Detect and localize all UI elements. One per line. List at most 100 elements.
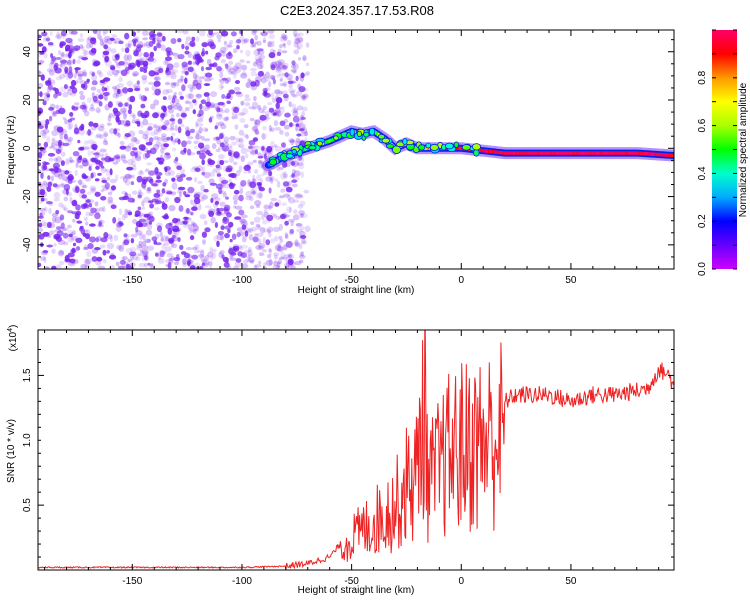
noise-point (115, 261, 120, 267)
noise-point (165, 88, 173, 94)
noise-point (254, 119, 261, 126)
noise-point (140, 121, 144, 128)
noise-point (198, 126, 203, 134)
noise-point (88, 203, 93, 208)
noise-point (149, 131, 156, 137)
noise-point (61, 176, 69, 182)
noise-point (258, 245, 264, 251)
noise-point (146, 44, 151, 48)
noise-point (149, 51, 155, 58)
noise-point (241, 70, 247, 77)
noise-point (81, 45, 85, 51)
noise-point (291, 160, 299, 167)
noise-point (47, 43, 55, 47)
noise-point (195, 93, 202, 99)
noise-point (112, 161, 119, 165)
noise-point (174, 221, 179, 228)
noise-point (153, 45, 157, 52)
noise-point (270, 140, 275, 148)
noise-point (88, 107, 96, 112)
noise-point (145, 58, 149, 62)
noise-point (292, 110, 299, 117)
noise-point (259, 114, 267, 121)
noise-point (277, 48, 282, 55)
spectrogram-plot-area (38, 30, 674, 269)
noise-point (252, 30, 258, 34)
noise-point (198, 203, 202, 211)
noise-point (111, 34, 118, 39)
noise-point (180, 168, 185, 174)
noise-point (208, 261, 213, 267)
noise-point (142, 118, 149, 126)
noise-point (185, 126, 190, 131)
noise-point (75, 210, 82, 216)
noise-point (192, 99, 197, 104)
noise-point (299, 252, 303, 257)
noise-point (282, 62, 289, 68)
noise-point (162, 89, 170, 95)
noise-point (298, 86, 306, 93)
noise-point (222, 117, 228, 122)
noise-point (199, 30, 206, 37)
noise-point (245, 134, 249, 140)
noise-point (115, 92, 123, 97)
noise-point (104, 55, 110, 63)
noise-point (220, 234, 224, 241)
noise-point (59, 63, 63, 68)
noise-point (278, 91, 284, 95)
noise-point (158, 254, 162, 261)
noise-point (278, 223, 283, 231)
noise-point (268, 40, 275, 44)
noise-point (298, 38, 303, 44)
noise-point (117, 133, 121, 138)
noise-point (161, 243, 166, 250)
noise-point (263, 204, 270, 210)
noise-point (232, 73, 237, 79)
noise-point (243, 259, 249, 265)
noise-point (131, 118, 136, 124)
noise-point (204, 227, 211, 233)
noise-point (254, 149, 258, 154)
noise-point (277, 257, 282, 265)
noise-point (79, 225, 84, 230)
noise-point (254, 54, 262, 61)
noise-point (273, 252, 280, 257)
noise-point (104, 168, 110, 173)
noise-point (239, 117, 246, 123)
doppler-segment (328, 139, 331, 143)
noise-point (135, 139, 140, 145)
noise-point (217, 211, 221, 215)
noise-point (171, 138, 177, 145)
noise-point (248, 145, 253, 149)
noise-point (270, 61, 278, 69)
noise-point (255, 192, 263, 199)
noise-point (65, 53, 69, 58)
noise-point (192, 246, 198, 251)
noise-point (231, 111, 235, 116)
noise-point (54, 34, 62, 39)
noise-point (80, 83, 86, 89)
noise-point (217, 159, 222, 167)
noise-point (254, 76, 263, 83)
noise-point (80, 263, 88, 269)
colorbar-tick-label: 0.8 (697, 70, 708, 84)
noise-point (169, 118, 176, 122)
noise-point (56, 230, 64, 237)
noise-point (283, 119, 289, 123)
noise-point (90, 207, 97, 214)
noise-point (247, 169, 251, 174)
noise-point (265, 239, 271, 246)
noise-point (184, 107, 190, 112)
noise-point (268, 258, 273, 266)
noise-point (228, 178, 232, 184)
noise-point (98, 101, 103, 107)
noise-point (125, 263, 132, 269)
noise-point (241, 107, 249, 115)
noise-point (218, 252, 223, 258)
noise-point (249, 67, 257, 72)
noise-point (181, 62, 187, 68)
noise-point (120, 69, 128, 77)
noise-point (140, 103, 146, 109)
noise-point (176, 176, 184, 182)
noise-point (79, 90, 84, 95)
